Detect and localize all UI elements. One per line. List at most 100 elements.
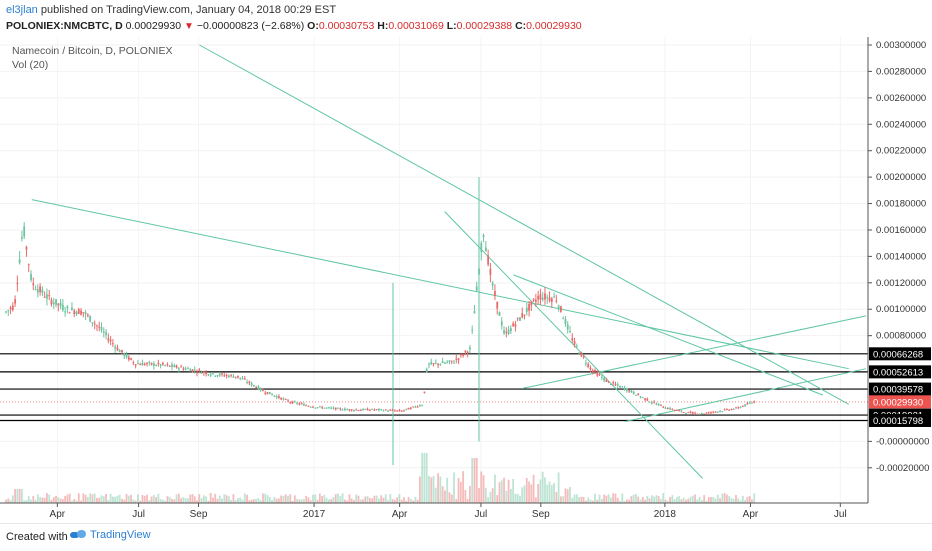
candle-body xyxy=(296,402,298,404)
level-label-bg xyxy=(869,382,931,396)
candle-body xyxy=(591,370,594,372)
candle-body xyxy=(196,372,198,374)
volume-bar xyxy=(489,491,492,503)
volume-bar xyxy=(32,495,35,503)
volume-bar xyxy=(371,498,374,503)
candle-body xyxy=(498,311,501,316)
price-chart[interactable]: 0.00300000 0.00280000 0.00260000 0.00240000… xyxy=(0,37,932,523)
candle-body xyxy=(328,407,330,409)
volume-bar xyxy=(312,494,314,503)
candle-body xyxy=(123,353,126,356)
volume-bar xyxy=(132,499,135,503)
volume-bar xyxy=(546,484,549,503)
candle-body xyxy=(505,331,508,333)
candle-body xyxy=(669,407,671,410)
volume-bar xyxy=(623,500,626,503)
candle-body xyxy=(409,407,412,410)
volume-bar xyxy=(9,500,12,503)
y-tick-label: -0.00020000 xyxy=(876,463,929,474)
volume-bar xyxy=(373,495,376,503)
candle-body xyxy=(5,311,7,313)
volume-bar xyxy=(662,493,665,503)
x-tick-label: Sep xyxy=(190,509,208,520)
volume-bar xyxy=(152,495,155,503)
volume-bar xyxy=(118,494,121,503)
volume-bar xyxy=(232,494,235,503)
candle-body xyxy=(205,372,208,375)
volume-bar xyxy=(605,495,608,503)
candle-body xyxy=(264,392,267,394)
volume-bar xyxy=(25,500,28,503)
candle-body xyxy=(341,409,344,411)
candle-body xyxy=(353,410,355,412)
volume-bar xyxy=(43,497,46,503)
candle-body xyxy=(366,408,369,411)
volume-bar xyxy=(127,495,130,503)
candle-body xyxy=(191,369,194,372)
volume-bar xyxy=(446,477,449,503)
candle-body xyxy=(496,301,499,309)
price-axis[interactable]: 0.00300000 0.00280000 0.00260000 0.00240000… xyxy=(868,40,929,474)
candle-body xyxy=(241,378,244,380)
volume-bar xyxy=(98,497,101,503)
volume-bar xyxy=(514,493,517,503)
author-link[interactable]: el3jlan xyxy=(6,4,38,16)
candle-body xyxy=(343,408,346,410)
volume-bar xyxy=(657,496,660,503)
candle-body xyxy=(275,396,278,398)
volume-bar xyxy=(334,494,337,503)
volume-bar xyxy=(464,490,467,503)
candle-body xyxy=(703,413,706,415)
candle-body xyxy=(475,286,478,291)
candle-body xyxy=(414,406,417,408)
volume-bar xyxy=(330,499,333,503)
volume-bar xyxy=(412,500,414,503)
volume-bar xyxy=(423,453,426,503)
candle-body xyxy=(212,372,214,374)
tradingview-brand[interactable]: TradingView xyxy=(70,529,151,541)
volume-bar xyxy=(416,499,419,503)
volume-bar xyxy=(364,496,367,503)
volume-bar xyxy=(191,494,194,503)
candle-body xyxy=(682,412,685,414)
volume-bar xyxy=(293,495,296,503)
volume-bar xyxy=(86,497,89,503)
chart-area[interactable]: 0.00300000 0.00280000 0.00260000 0.00240000… xyxy=(0,37,932,523)
volume-bar xyxy=(348,494,351,503)
candle-body xyxy=(378,409,380,411)
volume-bar xyxy=(582,496,585,503)
candle-body xyxy=(266,392,269,395)
candle-body xyxy=(132,362,135,364)
candle-body xyxy=(503,330,505,334)
candle-body xyxy=(221,373,223,375)
candle-body xyxy=(730,409,733,411)
candle-body xyxy=(389,409,392,411)
trendline xyxy=(199,44,850,405)
candle-body xyxy=(359,409,362,411)
volume-bar xyxy=(469,485,471,503)
volume-bar xyxy=(505,490,508,503)
volume-bar xyxy=(566,489,569,503)
candle-body xyxy=(177,368,180,370)
volume-bar xyxy=(121,498,123,503)
volume-bar xyxy=(71,500,73,503)
time-axis[interactable]: Apr Jul Sep 2017 Apr Jul Sep 2018 Apr Jul xyxy=(50,503,847,520)
candle-body xyxy=(9,307,12,310)
candle-body xyxy=(100,326,103,331)
candle-body xyxy=(332,407,335,409)
candle-body xyxy=(303,403,305,406)
candle-body xyxy=(575,345,578,347)
candle-body xyxy=(471,329,474,331)
candle-body xyxy=(89,315,92,322)
candle-body xyxy=(391,409,394,411)
candle-body xyxy=(318,406,321,408)
volume-bar xyxy=(730,497,733,503)
candle-body xyxy=(639,396,642,398)
candle-body xyxy=(714,411,717,413)
candle-body xyxy=(214,375,217,377)
change-value: −0.00000823 (−2.68%) xyxy=(196,20,305,32)
candle-body xyxy=(612,382,615,384)
candle-body xyxy=(630,390,633,393)
symbol-label[interactable]: POLONIEX:NMCBTC, D xyxy=(6,20,123,32)
candle-body xyxy=(32,283,35,286)
